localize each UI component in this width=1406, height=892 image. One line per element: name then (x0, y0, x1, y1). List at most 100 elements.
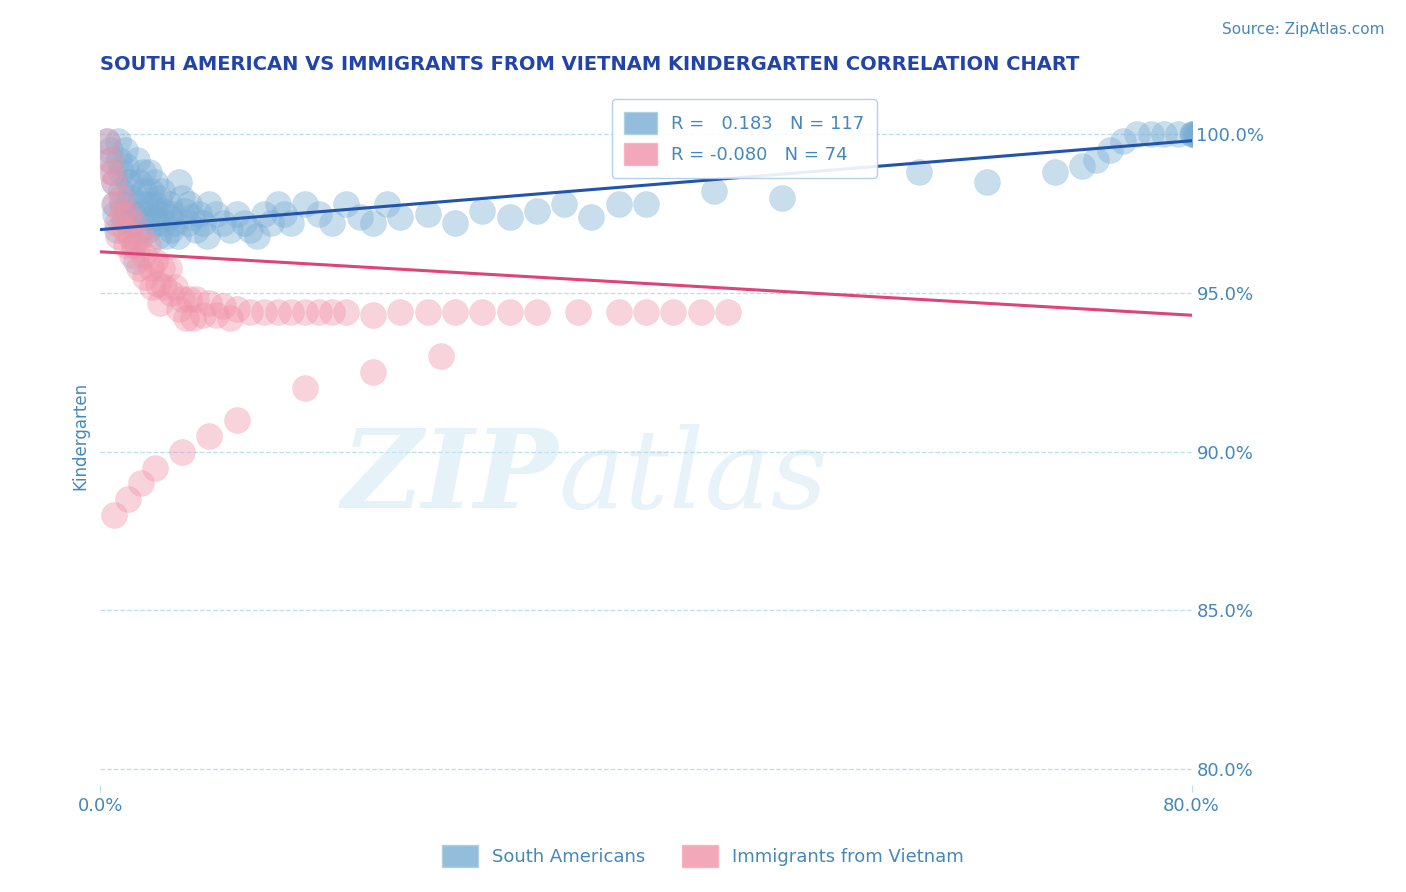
Point (141, 197, 163, 211)
Point (136, 238, 159, 252)
Point (172, 191, 194, 205)
Point (110, 185, 132, 199)
Point (117, 492, 139, 507)
Point (335, 305, 357, 319)
Point (177, 293, 200, 307)
Point (174, 311, 197, 326)
Point (219, 222, 242, 236)
Point (150, 185, 173, 199)
Point (143, 254, 166, 268)
Point (253, 305, 276, 319)
Point (122, 207, 145, 221)
Point (567, 305, 589, 319)
Point (124, 216, 146, 230)
Point (907, 165, 929, 179)
Point (581, 210, 603, 224)
Point (444, 305, 467, 319)
Point (181, 311, 204, 326)
Point (1191, 128, 1213, 142)
Point (1098, 143, 1121, 157)
Point (1071, 159, 1094, 173)
Point (120, 175, 142, 189)
Point (98, 143, 121, 157)
Point (149, 295, 172, 310)
Point (120, 228, 142, 243)
Point (416, 207, 439, 221)
Point (225, 413, 247, 427)
Point (96, 134, 118, 148)
Point (553, 197, 575, 211)
Point (132, 185, 155, 199)
Point (105, 216, 128, 230)
Point (1139, 128, 1161, 142)
Point (117, 197, 139, 211)
Point (115, 159, 138, 173)
Point (526, 203, 548, 218)
Point (1153, 128, 1175, 142)
Point (129, 476, 152, 491)
Point (139, 185, 162, 199)
Point (114, 143, 136, 157)
Point (526, 305, 548, 319)
Point (159, 210, 181, 224)
Point (155, 228, 177, 243)
Point (375, 197, 398, 211)
Point (174, 203, 197, 218)
Point (246, 228, 269, 243)
Point (149, 207, 172, 221)
Point (160, 222, 183, 236)
Point (111, 207, 134, 221)
Point (117, 175, 139, 189)
Point (335, 197, 357, 211)
Point (1189, 128, 1212, 142)
Point (416, 305, 439, 319)
Point (145, 216, 167, 230)
Point (198, 295, 221, 310)
Text: SOUTH AMERICAN VS IMMIGRANTS FROM VIETNAM KINDERGARTEN CORRELATION CHART: SOUTH AMERICAN VS IMMIGRANTS FROM VIETNA… (100, 55, 1080, 74)
Point (121, 248, 143, 262)
Point (294, 381, 316, 395)
Point (103, 197, 125, 211)
Point (143, 460, 166, 475)
Point (1167, 128, 1189, 142)
Point (191, 216, 214, 230)
Point (153, 279, 176, 293)
Point (361, 365, 384, 379)
Point (142, 210, 165, 224)
Point (273, 207, 295, 221)
Point (205, 207, 228, 221)
Point (187, 207, 209, 221)
Point (127, 153, 149, 167)
Point (115, 238, 138, 252)
Point (172, 293, 194, 307)
Point (148, 191, 170, 205)
Point (103, 175, 125, 189)
Point (107, 228, 129, 243)
Point (134, 197, 156, 211)
Point (143, 175, 166, 189)
Point (1181, 128, 1204, 142)
Point (101, 165, 124, 179)
Point (321, 305, 343, 319)
Point (104, 197, 127, 211)
Point (1043, 165, 1066, 179)
Point (266, 305, 288, 319)
Point (162, 207, 184, 221)
Point (1185, 128, 1208, 142)
Point (389, 210, 412, 224)
Point (112, 213, 135, 227)
Point (361, 308, 384, 322)
Legend: South Americans, Immigrants from Vietnam: South Americans, Immigrants from Vietnam (434, 838, 972, 874)
Point (361, 216, 384, 230)
Point (1126, 128, 1149, 142)
Point (498, 210, 520, 224)
Point (124, 216, 146, 230)
Point (607, 305, 630, 319)
Text: ZIP: ZIP (342, 424, 558, 532)
Point (118, 210, 141, 224)
Point (703, 185, 725, 199)
Point (157, 197, 180, 211)
Point (232, 216, 254, 230)
Point (770, 191, 793, 205)
Point (125, 254, 148, 268)
